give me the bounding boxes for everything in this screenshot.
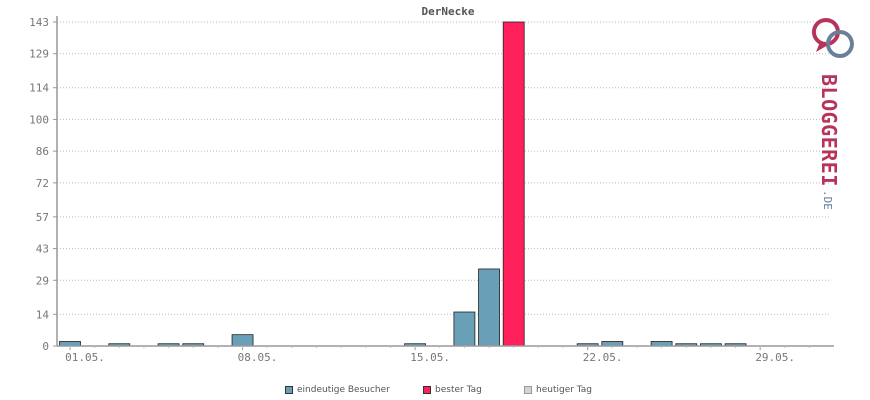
legend-label-bester-tag: bester Tag <box>435 385 482 395</box>
x-tick-label: 22.05. <box>583 351 623 364</box>
bars-layer <box>59 21 747 347</box>
y-tick-label: 143 <box>29 16 49 29</box>
y-tick-label: 57 <box>36 211 49 224</box>
x-tick-label: 08.05. <box>238 351 278 364</box>
x-tick-label: 15.05. <box>410 351 450 364</box>
y-tick-label: 43 <box>36 243 49 256</box>
y-tick-label: 129 <box>29 48 49 61</box>
legend-swatch-heutiger-tag <box>524 386 532 394</box>
x-tick-label: 29.05. <box>755 351 795 364</box>
legend: eindeutige Besucher bester Tag heutiger … <box>0 385 870 399</box>
y-tick-label: 100 <box>29 113 49 126</box>
grid-layer <box>57 21 830 315</box>
legend-item-heutiger-tag: heutiger Tag <box>524 385 592 395</box>
logo-wordmark: BLOGGEREI <box>817 74 841 187</box>
x-tick-label: 01.05. <box>65 351 105 364</box>
bar-bester-tag <box>502 21 525 347</box>
legend-item-besucher: eindeutige Besucher <box>285 385 390 395</box>
legend-item-bester-tag: bester Tag <box>423 385 482 395</box>
y-tick-label: 114 <box>29 82 49 95</box>
bloggerei-logo: BLOGGEREI .DE <box>811 18 854 210</box>
logo-tail <box>816 42 828 52</box>
legend-swatch-bester-tag <box>423 386 431 394</box>
bar-besucher <box>453 311 476 347</box>
legend-swatch-besucher <box>285 386 293 394</box>
bar-besucher <box>231 334 254 347</box>
logo-ring-blue <box>825 30 854 58</box>
y-tick-label: 72 <box>36 177 49 190</box>
axis-layer: 0 14 29 43 57 72 86 100 114 129 143 01.05. 08.05. 15.… <box>29 16 834 364</box>
y-tick-label: 29 <box>36 274 49 287</box>
legend-label-besucher: eindeutige Besucher <box>297 385 390 395</box>
legend-label-heutiger-tag: heutiger Tag <box>536 385 593 395</box>
y-tick-label: 86 <box>36 145 49 158</box>
logo-suffix: .DE <box>821 190 834 210</box>
chart-title: DerNecke <box>421 5 475 18</box>
y-tick-label: 0 <box>42 340 49 353</box>
bar-besucher <box>478 268 500 347</box>
y-tick-label: 14 <box>36 308 50 321</box>
